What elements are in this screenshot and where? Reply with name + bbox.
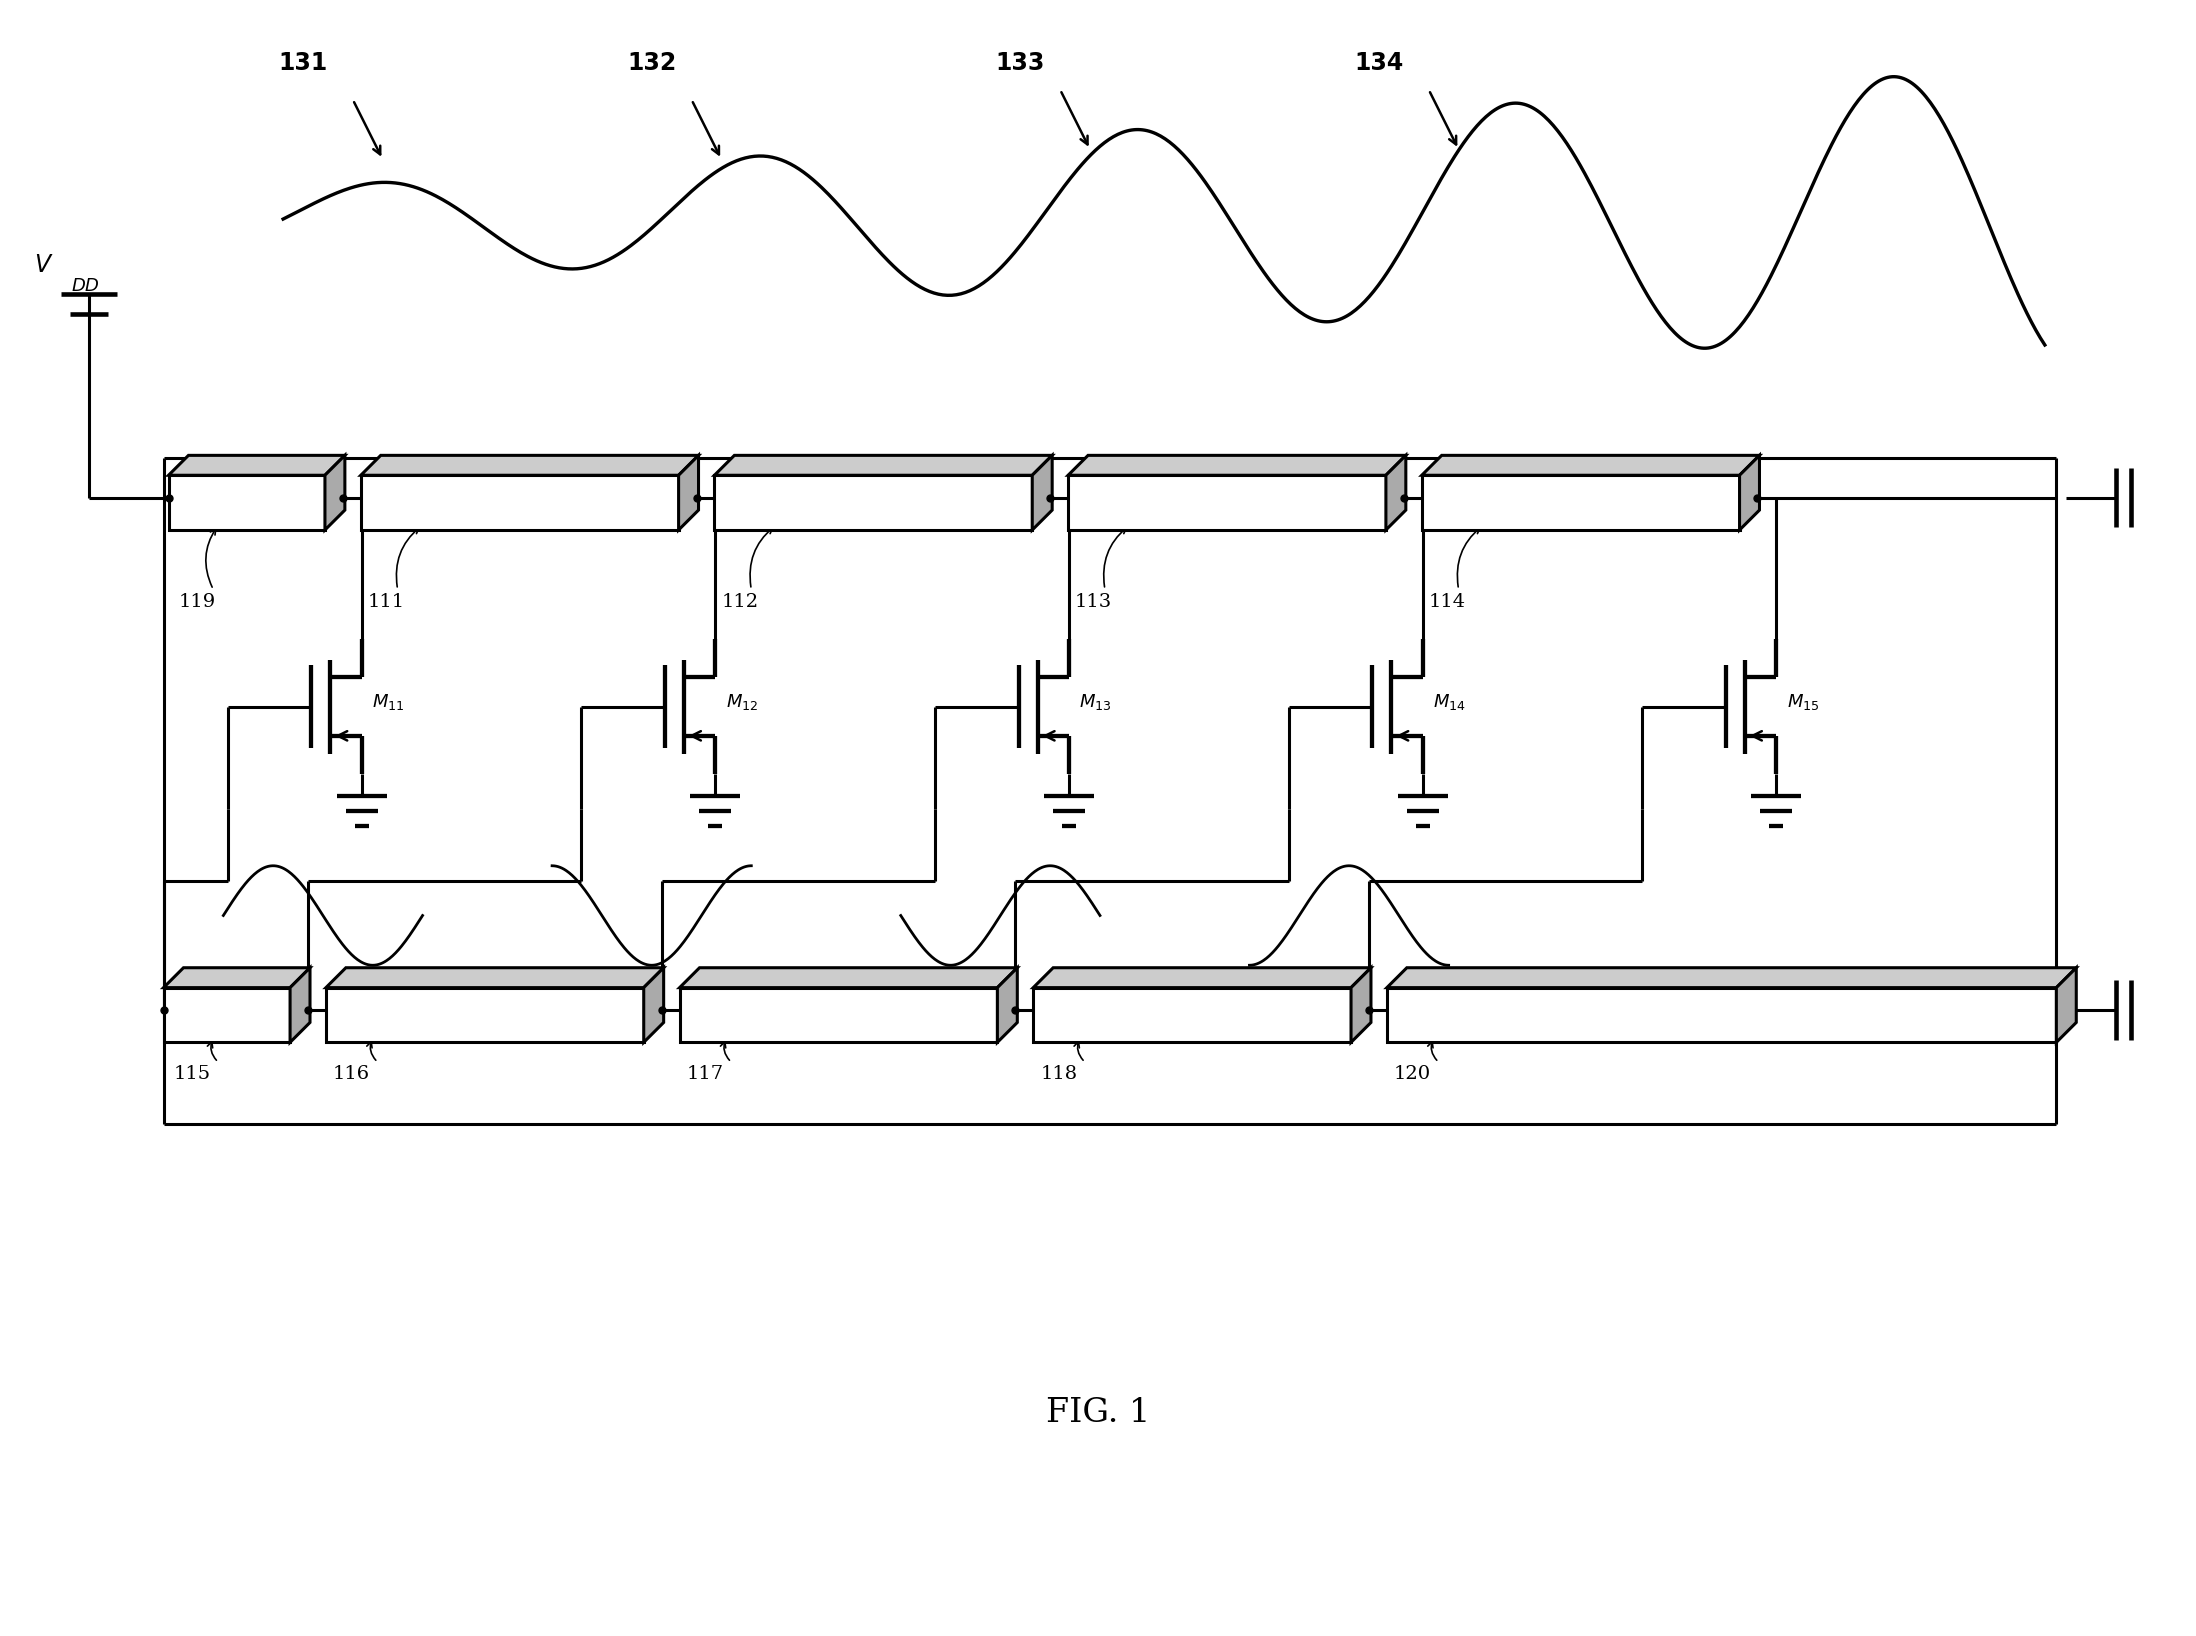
Polygon shape [1067,455,1405,474]
Polygon shape [679,455,698,530]
Polygon shape [169,455,345,474]
Text: 134: 134 [1355,51,1403,75]
Text: $M_{14}$: $M_{14}$ [1434,692,1467,712]
Polygon shape [2055,969,2075,1042]
Polygon shape [1421,455,1759,474]
Text: 114: 114 [1430,592,1467,610]
Polygon shape [679,969,1017,988]
Text: 115: 115 [173,1065,211,1083]
Text: 131: 131 [279,51,327,75]
Polygon shape [1034,988,1351,1042]
Polygon shape [169,474,325,530]
Polygon shape [714,474,1032,530]
Polygon shape [643,969,663,1042]
Polygon shape [1388,988,2055,1042]
Text: $M_{15}$: $M_{15}$ [1788,692,1818,712]
Polygon shape [679,988,997,1042]
Text: FIG. 1: FIG. 1 [1045,1397,1151,1428]
Polygon shape [1388,969,2075,988]
Polygon shape [1034,969,1370,988]
Polygon shape [997,969,1017,1042]
Polygon shape [714,455,1052,474]
Polygon shape [325,969,663,988]
Polygon shape [325,455,345,530]
Text: $M_{11}$: $M_{11}$ [371,692,404,712]
Text: 117: 117 [687,1065,725,1083]
Polygon shape [360,455,698,474]
Text: 112: 112 [722,592,758,610]
Text: 118: 118 [1041,1065,1078,1083]
Text: 119: 119 [178,592,215,610]
Text: $M_{12}$: $M_{12}$ [727,692,758,712]
Polygon shape [1067,474,1386,530]
Text: 116: 116 [334,1065,371,1083]
Polygon shape [1739,455,1759,530]
Polygon shape [1351,969,1370,1042]
Text: $V$: $V$ [35,254,53,276]
Text: 111: 111 [367,592,404,610]
Text: 120: 120 [1394,1065,1432,1083]
Text: 133: 133 [995,51,1045,75]
Polygon shape [163,988,290,1042]
Text: 113: 113 [1076,592,1113,610]
Polygon shape [325,988,643,1042]
Polygon shape [1032,455,1052,530]
Polygon shape [163,969,310,988]
Polygon shape [360,474,679,530]
Text: $DD$: $DD$ [70,276,99,294]
Polygon shape [1421,474,1739,530]
Text: 132: 132 [628,51,676,75]
Polygon shape [290,969,310,1042]
Text: $M_{13}$: $M_{13}$ [1080,692,1111,712]
Polygon shape [1386,455,1405,530]
